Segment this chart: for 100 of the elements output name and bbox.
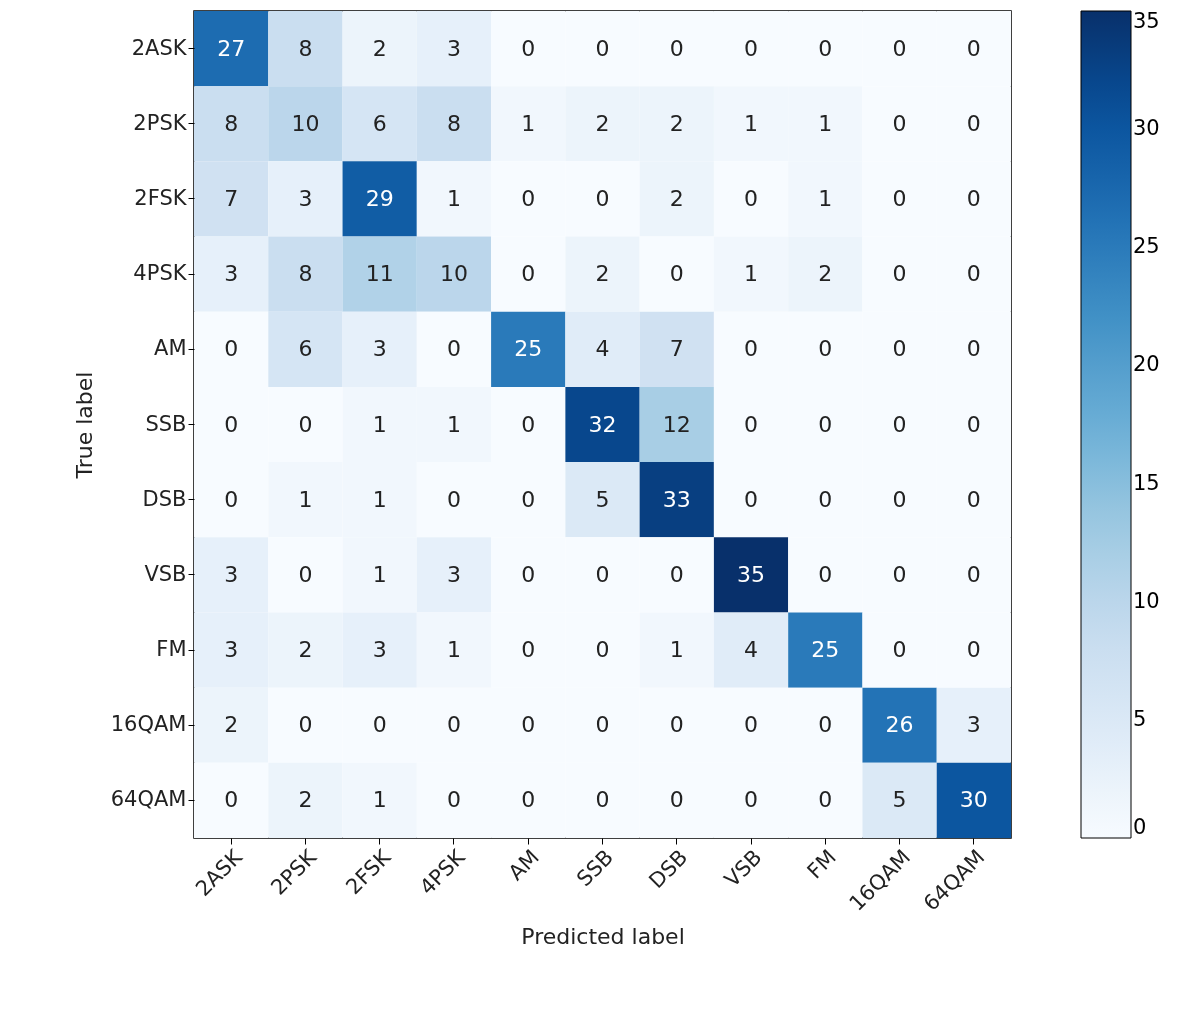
data-label: 0 xyxy=(669,712,684,738)
data-label: 35 xyxy=(737,561,766,587)
y-tick-label: 2PSK xyxy=(133,110,188,135)
data-label: 1 xyxy=(298,486,313,512)
y-tick-label: 2ASK xyxy=(131,35,188,60)
data-label: 3 xyxy=(224,261,239,287)
data-label: 0 xyxy=(966,637,981,663)
x-tick-label: FM xyxy=(802,845,841,884)
data-label: 0 xyxy=(966,486,981,512)
data-label: 29 xyxy=(365,185,394,211)
data-label: 0 xyxy=(818,787,833,813)
data-label: 3 xyxy=(224,561,239,587)
data-label: 0 xyxy=(744,336,759,362)
data-label: 0 xyxy=(224,486,239,512)
data-label: 0 xyxy=(669,35,684,61)
data-label: 5 xyxy=(892,787,907,813)
data-label: 1 xyxy=(372,561,387,587)
data-label: 0 xyxy=(298,712,313,738)
data-label: 27 xyxy=(217,35,246,61)
data-label: 2 xyxy=(595,261,610,287)
data-label: 0 xyxy=(966,261,981,287)
data-label: 0 xyxy=(966,185,981,211)
data-label: 0 xyxy=(595,185,610,211)
data-label: 0 xyxy=(892,110,907,136)
data-label: 0 xyxy=(818,561,833,587)
data-label: 0 xyxy=(892,637,907,663)
data-label: 0 xyxy=(595,712,610,738)
color-bar-label: 30 xyxy=(1133,116,1160,141)
data-label: 0 xyxy=(298,411,313,437)
color-bar-label: 0 xyxy=(1133,815,1147,839)
data-label: 1 xyxy=(446,637,461,663)
data-label: 0 xyxy=(521,261,536,287)
data-label: 0 xyxy=(446,336,461,362)
data-label: 4 xyxy=(744,637,759,663)
data-label: 0 xyxy=(669,261,684,287)
data-label: 26 xyxy=(885,712,914,738)
data-label: 4 xyxy=(595,336,610,362)
data-label: 0 xyxy=(744,411,759,437)
color-bar-label: 35 xyxy=(1133,9,1160,33)
data-label: 3 xyxy=(446,35,461,61)
data-label: 0 xyxy=(446,712,461,738)
y-tick-label: VSB xyxy=(144,561,187,586)
data-label: 3 xyxy=(298,185,313,211)
data-label: 33 xyxy=(662,486,691,512)
data-label: 6 xyxy=(372,110,387,136)
data-label: 0 xyxy=(892,336,907,362)
data-label: 0 xyxy=(521,411,536,437)
data-label: 0 xyxy=(818,411,833,437)
color-bar-label: 20 xyxy=(1133,352,1160,377)
data-label: 2 xyxy=(372,35,387,61)
data-label: 0 xyxy=(892,561,907,587)
data-label: 1 xyxy=(372,486,387,512)
data-label: 0 xyxy=(818,712,833,738)
y-tick-label: FM xyxy=(156,637,187,662)
data-label: 0 xyxy=(669,787,684,813)
data-label: 0 xyxy=(818,336,833,362)
data-label: 1 xyxy=(744,110,759,136)
data-label: 2 xyxy=(669,185,684,211)
data-label: 0 xyxy=(892,35,907,61)
data-label: 0 xyxy=(892,486,907,512)
data-label: 0 xyxy=(966,561,981,587)
data-label: 0 xyxy=(744,185,759,211)
color-bar-label: 10 xyxy=(1133,588,1160,613)
x-tick-label: VSB xyxy=(719,845,767,892)
data-label: 10 xyxy=(291,110,320,136)
data-label: 0 xyxy=(595,787,610,813)
data-label: 6 xyxy=(298,336,313,362)
data-label: 10 xyxy=(439,261,468,287)
data-label: 0 xyxy=(818,486,833,512)
y-tick-label: 64QAM xyxy=(110,787,187,812)
color-bar-label: 5 xyxy=(1133,706,1147,731)
data-label: 3 xyxy=(372,637,387,663)
data-label: 8 xyxy=(224,110,239,136)
data-label: 1 xyxy=(669,637,684,663)
data-label: 0 xyxy=(744,35,759,61)
data-label: 0 xyxy=(224,787,239,813)
data-label: 0 xyxy=(298,561,313,587)
data-label: 3 xyxy=(372,336,387,362)
data-label: 7 xyxy=(224,185,239,211)
color-bar-label: 15 xyxy=(1133,470,1160,495)
data-label: 0 xyxy=(669,561,684,587)
data-label: 0 xyxy=(446,787,461,813)
data-label: 0 xyxy=(521,637,536,663)
data-label: 5 xyxy=(595,486,610,512)
data-label: 25 xyxy=(514,336,543,362)
data-label: 2 xyxy=(669,110,684,136)
data-label: 0 xyxy=(521,486,536,512)
data-label: 1 xyxy=(744,261,759,287)
data-label: 0 xyxy=(744,712,759,738)
data-label: 11 xyxy=(365,261,394,287)
data-label: 1 xyxy=(446,411,461,437)
data-label: 0 xyxy=(224,411,239,437)
data-label: 0 xyxy=(521,712,536,738)
data-label: 25 xyxy=(811,637,840,663)
data-label: 2 xyxy=(595,110,610,136)
data-label: 0 xyxy=(744,486,759,512)
x-axis-title: Predicted label xyxy=(521,923,685,949)
data-label: 1 xyxy=(818,185,833,211)
y-tick-label: 16QAM xyxy=(110,712,187,737)
x-tick-label: AM xyxy=(503,845,544,886)
